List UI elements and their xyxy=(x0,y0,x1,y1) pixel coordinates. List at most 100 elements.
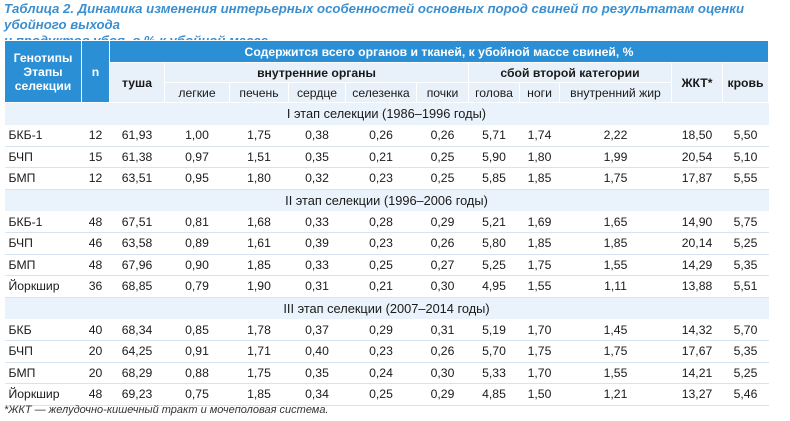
legs-cell: 1,85 xyxy=(519,232,560,255)
legs-cell: 1,75 xyxy=(519,254,560,276)
header-liver: печень xyxy=(229,82,289,103)
carcass-cell: 61,93 xyxy=(109,124,165,147)
gi-tract-cell: 17,87 xyxy=(671,167,723,190)
heart-cell: 0,35 xyxy=(288,146,346,168)
gi-tract-cell: 18,50 xyxy=(671,124,723,147)
gi-tract-cell: 13,27 xyxy=(671,383,723,406)
header-genotype-line2: Этапы xyxy=(23,64,63,79)
legs-cell: 1,74 xyxy=(519,124,560,147)
gi-tract-cell: 13,88 xyxy=(671,275,723,298)
table-row: БЧП 15 61,38 0,97 1,51 0,35 0,21 0,25 5,90 1,80 1,… xyxy=(4,146,769,168)
head-cell: 5,80 xyxy=(468,232,520,255)
gi-tract-cell: 14,32 xyxy=(671,319,723,341)
legs-cell: 1,70 xyxy=(519,319,560,341)
gi-tract-cell: 20,14 xyxy=(671,232,723,255)
breed-cell: БЧП xyxy=(4,146,82,168)
header-n: n xyxy=(81,40,110,103)
head-cell: 5,90 xyxy=(468,146,520,168)
n-cell: 36 xyxy=(81,275,110,298)
header-internal-fat: внутренний жир xyxy=(559,82,672,103)
table-row: Йоркшир 48 69,23 0,75 1,85 0,34 0,25 0,29 4,85 1,… xyxy=(4,383,769,406)
lungs-cell: 0,95 xyxy=(164,167,230,190)
legs-cell: 1,85 xyxy=(519,167,560,190)
head-cell: 4,95 xyxy=(468,275,520,298)
lungs-cell: 0,90 xyxy=(164,254,230,276)
head-cell: 5,19 xyxy=(468,319,520,341)
heart-cell: 0,33 xyxy=(288,254,346,276)
liver-cell: 1,51 xyxy=(229,146,289,168)
liver-cell: 1,78 xyxy=(229,319,289,341)
internal-fat-cell: 1,55 xyxy=(559,254,672,276)
heart-cell: 0,34 xyxy=(288,383,346,406)
blood-cell: 5,46 xyxy=(722,383,769,406)
lungs-cell: 0,75 xyxy=(164,383,230,406)
carcass-cell: 67,51 xyxy=(109,211,165,233)
lungs-cell: 0,79 xyxy=(164,275,230,298)
carcass-cell: 61,38 xyxy=(109,146,165,168)
header-heart: сердце xyxy=(288,82,346,103)
breed-cell: БКБ-1 xyxy=(4,124,82,147)
heart-cell: 0,33 xyxy=(288,211,346,233)
kidneys-cell: 0,27 xyxy=(416,254,469,276)
liver-cell: 1,71 xyxy=(229,340,289,363)
liver-cell: 1,75 xyxy=(229,362,289,384)
internal-fat-cell: 1,55 xyxy=(559,362,672,384)
internal-fat-cell: 2,22 xyxy=(559,124,672,147)
header-blood: кровь xyxy=(722,62,769,103)
table-row: БКБ-1 48 67,51 0,81 1,68 0,33 0,28 0,29 5,21 1,69… xyxy=(4,211,769,233)
header-second-category: сбой второй категории xyxy=(468,62,672,83)
spleen-cell: 0,23 xyxy=(345,340,417,363)
head-cell: 5,70 xyxy=(468,340,520,363)
header-legs: ноги xyxy=(519,82,560,103)
internal-fat-cell: 1,65 xyxy=(559,211,672,233)
n-cell: 48 xyxy=(81,211,110,233)
carcass-cell: 63,51 xyxy=(109,167,165,190)
liver-cell: 1,90 xyxy=(229,275,289,298)
table-row: БМП 12 63,51 0,95 1,80 0,32 0,23 0,25 5,85 1,85 1,… xyxy=(4,167,769,190)
breed-cell: БКБ xyxy=(4,319,82,341)
blood-cell: 5,75 xyxy=(722,211,769,233)
spleen-cell: 0,24 xyxy=(345,362,417,384)
table-row: БКБ-1 12 61,93 1,00 1,75 0,38 0,26 0,26 5,71 1,74… xyxy=(4,124,769,147)
lungs-cell: 0,91 xyxy=(164,340,230,363)
carcass-cell: 67,96 xyxy=(109,254,165,276)
spleen-cell: 0,21 xyxy=(345,275,417,298)
internal-fat-cell: 1,85 xyxy=(559,232,672,255)
kidneys-cell: 0,25 xyxy=(416,146,469,168)
blood-cell: 5,50 xyxy=(722,124,769,147)
legs-cell: 1,69 xyxy=(519,211,560,233)
head-cell: 5,71 xyxy=(468,124,520,147)
internal-fat-cell: 1,99 xyxy=(559,146,672,168)
header-spleen: селезенка xyxy=(345,82,417,103)
liver-cell: 1,61 xyxy=(229,232,289,255)
n-cell: 15 xyxy=(81,146,110,168)
legs-cell: 1,55 xyxy=(519,275,560,298)
legs-cell: 1,50 xyxy=(519,383,560,406)
blood-cell: 5,35 xyxy=(722,340,769,363)
liver-cell: 1,68 xyxy=(229,211,289,233)
gi-tract-cell: 14,21 xyxy=(671,362,723,384)
kidneys-cell: 0,29 xyxy=(416,383,469,406)
table-row: Йоркшир 36 68,85 0,79 1,90 0,31 0,21 0,30 4,95 1,… xyxy=(4,275,769,298)
header-lungs: легкие xyxy=(164,82,230,103)
legs-cell: 1,75 xyxy=(519,340,560,363)
head-cell: 5,21 xyxy=(468,211,520,233)
spleen-cell: 0,23 xyxy=(345,232,417,255)
gi-tract-cell: 14,90 xyxy=(671,211,723,233)
liver-cell: 1,75 xyxy=(229,124,289,147)
spleen-cell: 0,26 xyxy=(345,124,417,147)
lungs-cell: 0,88 xyxy=(164,362,230,384)
carcass-cell: 64,25 xyxy=(109,340,165,363)
n-cell: 48 xyxy=(81,383,110,406)
table-body: I этап селекции (1986–1996 годы) БКБ-1 12 6… xyxy=(4,102,769,406)
blood-cell: 5,55 xyxy=(722,167,769,190)
breed-cell: БЧП xyxy=(4,340,82,363)
kidneys-cell: 0,30 xyxy=(416,362,469,384)
header-internal-organs: внутренние органы xyxy=(164,62,469,83)
stage-heading-row: II этап селекции (1996–2006 годы) xyxy=(4,189,769,211)
table-row: БМП 48 67,96 0,90 1,85 0,33 0,25 0,27 5,25 1,75 1,… xyxy=(4,254,769,276)
heart-cell: 0,37 xyxy=(288,319,346,341)
heart-cell: 0,38 xyxy=(288,124,346,147)
spleen-cell: 0,28 xyxy=(345,211,417,233)
breed-cell: БКБ-1 xyxy=(4,211,82,233)
